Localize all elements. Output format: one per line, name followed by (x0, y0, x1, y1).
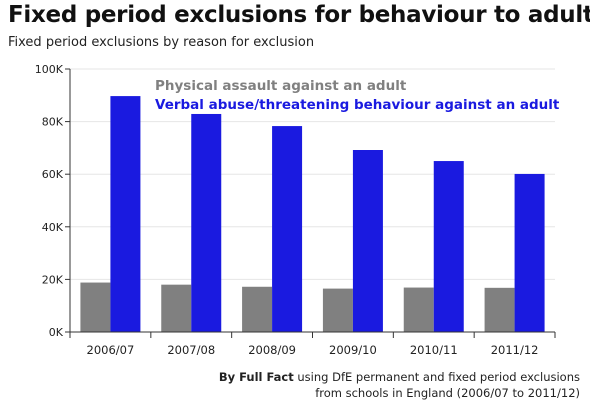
y-tick-label: 0K (49, 326, 64, 339)
y-tick-label: 80K (42, 116, 64, 129)
chart-subtitle: Fixed period exclusions by reason for ex… (8, 35, 315, 50)
y-tick-label: 100K (35, 63, 64, 76)
legend-label: Verbal abuse/threatening behaviour again… (155, 97, 560, 113)
source-author: By Full Fact (218, 370, 294, 384)
bar-physical (484, 287, 515, 332)
bar-verbal (352, 150, 383, 332)
source-note: By Full Fact using DfE permanent and fix… (160, 369, 580, 401)
legend-label: Physical assault against an adult (155, 78, 407, 94)
bar-physical (161, 284, 192, 332)
bar-verbal (191, 113, 222, 333)
bar-physical (322, 288, 353, 332)
x-tick-label: 2006/07 (87, 343, 135, 357)
bar-verbal (433, 161, 464, 332)
y-tick-label: 20K (42, 273, 64, 286)
source-text: using DfE permanent and fixed period exc… (297, 370, 580, 384)
bar-verbal (110, 96, 141, 333)
x-tick-label: 2010/11 (410, 343, 458, 357)
source-text-line2: from schools in England (2006/07 to 2011… (315, 386, 580, 400)
x-tick-label: 2011/12 (491, 343, 539, 357)
chart-title: Fixed period exclusions for behaviour to… (8, 2, 590, 28)
y-tick-label: 40K (42, 221, 64, 234)
x-tick-label: 2008/09 (248, 343, 296, 357)
x-tick-label: 2007/08 (167, 343, 215, 357)
bar-physical (242, 286, 273, 332)
y-tick-label: 60K (42, 168, 64, 181)
bar-verbal (272, 126, 303, 332)
bar-physical (80, 282, 111, 332)
x-tick-label: 2009/10 (329, 343, 377, 357)
bar-verbal (514, 173, 545, 332)
bar-physical (403, 287, 434, 332)
